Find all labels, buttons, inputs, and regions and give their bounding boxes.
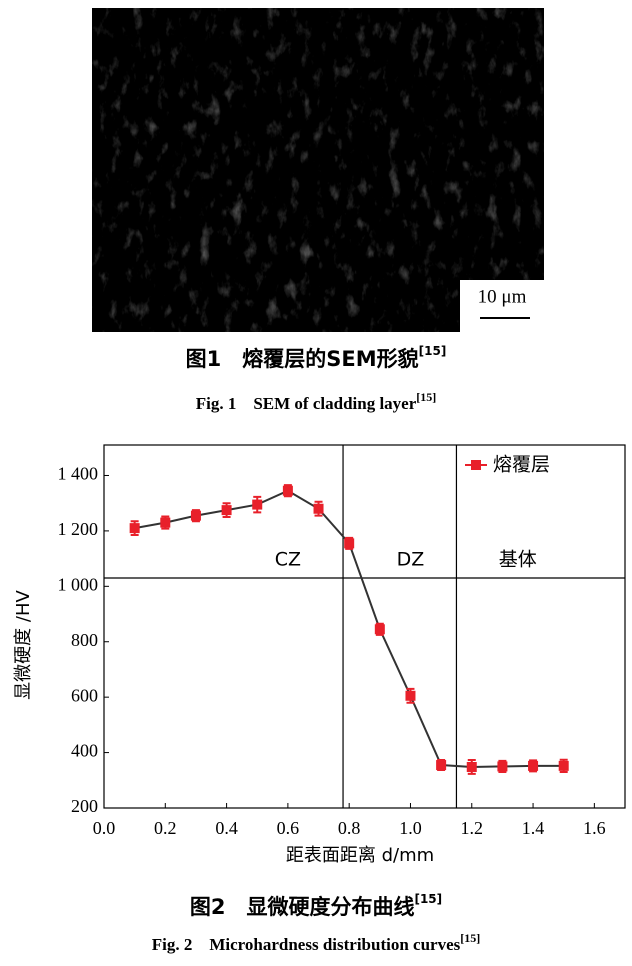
x-tick-label: 1.2 — [461, 818, 484, 838]
region-label: 基体 — [499, 548, 537, 570]
legend-label: 熔覆层 — [493, 454, 550, 476]
data-point — [190, 510, 201, 521]
caption-text: Fig. 1 SEM of cladding layer — [196, 394, 417, 413]
series-line — [134, 489, 564, 768]
x-tick-label: 0.4 — [215, 818, 238, 838]
x-tick-label: 0.6 — [277, 818, 300, 838]
caption-ref: [15] — [460, 931, 480, 945]
caption: 图2 显微硬度分布曲线[15] — [190, 892, 442, 920]
data-point — [344, 538, 355, 549]
caption-ref: [15] — [419, 344, 447, 358]
data-point — [313, 503, 324, 514]
x-axis-label: 距表面距离 d/mm — [286, 845, 434, 866]
data-point — [374, 624, 385, 635]
y-tick-label: 1 000 — [58, 574, 99, 594]
y-axis-label: 显微硬度 /HV — [13, 589, 34, 699]
y-tick-label: 1 200 — [58, 519, 99, 539]
legend-marker — [471, 460, 481, 470]
scale-bar-box — [460, 280, 544, 332]
x-tick-label: 0.0 — [93, 818, 116, 838]
data-point — [497, 761, 508, 772]
x-tick-label: 0.8 — [338, 818, 361, 838]
caption-text: 图2 显微硬度分布曲线 — [190, 895, 415, 919]
region-label: DZ — [397, 548, 425, 570]
data-point — [252, 499, 263, 510]
y-tick-label: 800 — [71, 630, 98, 650]
data-point — [405, 690, 416, 701]
x-tick-label: 1.6 — [583, 818, 606, 838]
x-tick-label: 0.2 — [154, 818, 177, 838]
data-point — [558, 760, 569, 771]
x-tick-label: 1.4 — [522, 818, 545, 838]
y-tick-label: 200 — [71, 796, 98, 816]
caption: Fig. 1 SEM of cladding layer[15] — [196, 390, 437, 413]
scale-bar-label: 10 μm — [478, 286, 527, 307]
data-point — [160, 517, 171, 528]
plot-frame — [103, 444, 626, 809]
caption-ref: [15] — [414, 892, 442, 906]
region-label: CZ — [275, 548, 301, 570]
data-point — [221, 505, 232, 516]
data-point — [129, 523, 140, 534]
data-point — [466, 761, 477, 772]
y-tick-label: 600 — [71, 685, 98, 705]
caption-text: Fig. 2 Microhardness distribution curves — [152, 935, 461, 954]
caption-text: 图1 熔覆层的SEM形貌 — [186, 347, 419, 371]
y-tick-label: 1 400 — [58, 464, 99, 484]
data-point — [528, 760, 539, 771]
caption-ref: [15] — [416, 390, 436, 404]
caption: 图1 熔覆层的SEM形貌[15] — [186, 344, 447, 372]
data-point — [436, 760, 447, 771]
x-tick-label: 1.0 — [399, 818, 422, 838]
sem-texture — [92, 8, 544, 332]
data-point — [282, 485, 293, 496]
caption: Fig. 2 Microhardness distribution curves… — [152, 931, 481, 954]
y-tick-label: 400 — [71, 741, 98, 761]
